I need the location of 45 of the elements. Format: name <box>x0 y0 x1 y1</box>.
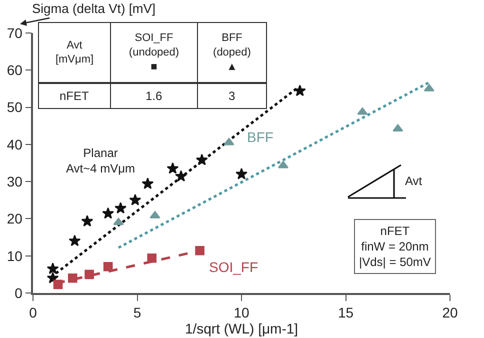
point <box>166 162 179 174</box>
point <box>84 270 94 280</box>
x-axis-title: 1/sqrt (WL) [μm-1] <box>184 320 298 337</box>
annotation: Avt [mVμm] <box>55 39 94 66</box>
x-tick-label: 20 <box>442 304 458 321</box>
point <box>46 262 59 274</box>
point <box>68 273 78 283</box>
point <box>236 168 248 180</box>
point <box>129 194 142 206</box>
point <box>81 215 94 226</box>
point <box>103 262 113 272</box>
point <box>357 107 368 115</box>
point <box>195 246 204 256</box>
annotation: Avt <box>405 174 423 188</box>
y-tick-label: 50 <box>6 99 23 116</box>
y-tick-label: 30 <box>6 173 23 190</box>
annotation: nFET <box>59 89 90 103</box>
y-tick-label: 10 <box>6 248 23 264</box>
annotation: BFF (doped) ▲ <box>213 32 251 73</box>
annotation: SOI_FF (undoped) ■ <box>128 32 180 73</box>
series-label: BFF <box>247 129 274 145</box>
point <box>113 218 124 226</box>
point <box>224 138 234 146</box>
point <box>142 178 154 189</box>
annotation: nFET finW = 20nm |Vds| = 50mV <box>359 224 431 270</box>
series-label: SOI_FF <box>209 259 258 275</box>
x-tick-label: 0 <box>29 304 38 321</box>
annotation: 1.6 <box>145 89 163 103</box>
point <box>147 253 156 263</box>
x-tick-label: 15 <box>338 304 354 321</box>
y-tick-label: 70 <box>6 24 23 41</box>
point <box>294 84 306 96</box>
annotation: Planar Avt~4 mVμm <box>66 146 136 176</box>
point <box>68 234 81 246</box>
x-tick-label: 5 <box>133 304 142 321</box>
y-axis-title: Sigma (delta Vt) [mV] <box>32 1 156 16</box>
point <box>114 202 127 214</box>
annotation: 3 <box>228 89 236 103</box>
y-tick-label: 0 <box>14 284 23 301</box>
point <box>278 160 288 168</box>
point <box>102 207 114 219</box>
y-tick-label: 40 <box>6 136 23 152</box>
y-tick-label: 60 <box>6 62 23 78</box>
x-tick-label: 10 <box>234 304 250 321</box>
y-tick-label: 20 <box>6 210 23 227</box>
